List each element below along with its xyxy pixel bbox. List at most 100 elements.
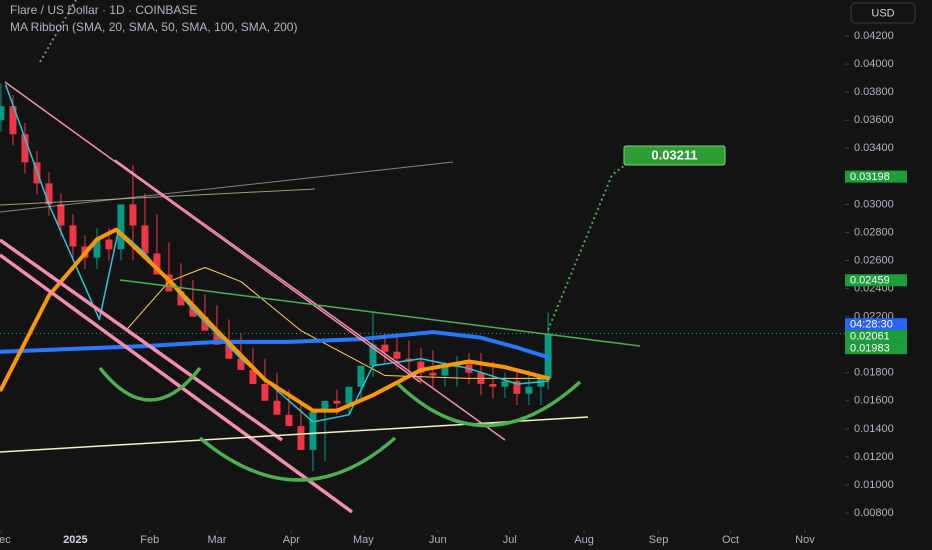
candle-body — [9, 106, 17, 135]
candle-body — [93, 239, 101, 258]
moving-average — [125, 267, 549, 379]
price-badge-label: 0.01983 — [850, 343, 890, 355]
y-tick-label: 0.03400 — [854, 142, 894, 154]
indicator-label: MA Ribbon (SMA, 20, SMA, 50, SMA, 100, S… — [10, 20, 297, 34]
candle-body — [297, 426, 305, 450]
candle-body — [21, 134, 29, 163]
candle-body — [0, 106, 5, 121]
x-tick-label: Aug — [574, 534, 594, 546]
time-axis — [0, 530, 845, 550]
target-label: 0.03211 — [651, 147, 697, 162]
y-tick-label: 0.02800 — [854, 226, 894, 238]
y-tick-label: 0.03800 — [854, 86, 894, 98]
candle-body — [69, 225, 77, 247]
y-tick-label: 0.04000 — [854, 58, 894, 70]
y-tick-label: 0.03000 — [854, 198, 894, 210]
price-badge — [845, 342, 907, 355]
candle-body — [309, 412, 317, 450]
candle-body — [333, 400, 341, 404]
currency-button[interactable] — [850, 2, 916, 24]
channel-line — [4, 81, 421, 383]
candle-body — [501, 381, 509, 387]
candle-body — [285, 414, 293, 427]
drawings — [0, 0, 641, 514]
price-badge — [845, 274, 907, 287]
x-tick-label: 2025 — [63, 534, 87, 546]
candle-body — [213, 330, 221, 345]
price-badge — [845, 170, 907, 183]
x-tick-label: Jun — [429, 534, 447, 546]
candle-body — [45, 183, 53, 205]
trend-line — [0, 188, 316, 206]
candle-body — [537, 378, 545, 387]
arc — [98, 366, 202, 402]
x-tick-label: Oct — [722, 534, 739, 546]
plot-area — [0, 83, 845, 471]
candle-body — [273, 400, 281, 415]
target-path — [547, 164, 626, 331]
y-tick-label: 0.04200 — [854, 30, 894, 42]
arc — [198, 436, 397, 482]
price-badge-label: 0.02459 — [850, 275, 890, 287]
y-tick-label: 0.02600 — [854, 254, 894, 266]
candle-body — [201, 316, 209, 331]
candle-body — [429, 372, 437, 376]
candle-body — [261, 383, 269, 401]
x-tick-label: Apr — [283, 534, 300, 546]
candle-body — [249, 369, 257, 384]
candle-body — [117, 204, 125, 250]
price-badge-label: 0.03198 — [850, 171, 890, 183]
candle-body — [381, 344, 389, 352]
y-tick-label: 0.00800 — [854, 507, 894, 519]
currency-label[interactable]: USD — [871, 7, 894, 19]
candle-body — [177, 291, 185, 306]
candle-body — [321, 400, 329, 413]
price-badge-label: 0.02061 — [850, 331, 890, 343]
x-tick-label: Feb — [140, 534, 159, 546]
target-box — [623, 145, 726, 166]
channel-line — [0, 253, 354, 514]
moving-average — [0, 330, 551, 360]
x-tick-label: Mar — [207, 534, 226, 546]
candle-body — [189, 305, 197, 317]
moving-average — [0, 227, 551, 413]
candle-body — [225, 344, 233, 359]
candle-body — [153, 253, 161, 275]
x-tick-label: Nov — [795, 534, 815, 546]
trend-line — [0, 161, 454, 213]
target-badge: 0.03211 — [623, 145, 726, 166]
y-tick-label: 0.01400 — [854, 423, 894, 435]
channel-line — [114, 159, 506, 441]
countdown-badge — [845, 318, 907, 331]
chart-title: Flare / US Dollar · 1D · COINBASE — [10, 3, 197, 17]
candle-body — [141, 225, 149, 254]
candle-body — [513, 381, 521, 394]
channel-line — [0, 238, 284, 442]
candle-body — [369, 344, 377, 366]
price-badge — [845, 330, 907, 343]
y-tick-label: 0.01000 — [854, 479, 894, 491]
candle-body — [129, 204, 137, 226]
candle-body — [345, 386, 353, 404]
candle-body — [441, 367, 449, 376]
candle-body — [417, 361, 425, 373]
arc — [396, 380, 582, 428]
y-tick-label: 0.01200 — [854, 451, 894, 463]
trend-line — [119, 279, 641, 347]
x-tick-label: Dec — [0, 534, 11, 546]
support-line — [0, 416, 589, 453]
candle-body — [237, 358, 245, 370]
x-tick-label: Jul — [503, 534, 517, 546]
y-tick-label: 0.01600 — [854, 395, 894, 407]
candle-body — [357, 365, 365, 387]
candle-body — [525, 386, 533, 394]
candle-body — [57, 204, 65, 226]
x-tick-label: Sep — [649, 534, 669, 546]
dotted-line — [39, 0, 77, 63]
candle-body — [393, 351, 401, 359]
y-tick-label: 0.01800 — [854, 367, 894, 379]
